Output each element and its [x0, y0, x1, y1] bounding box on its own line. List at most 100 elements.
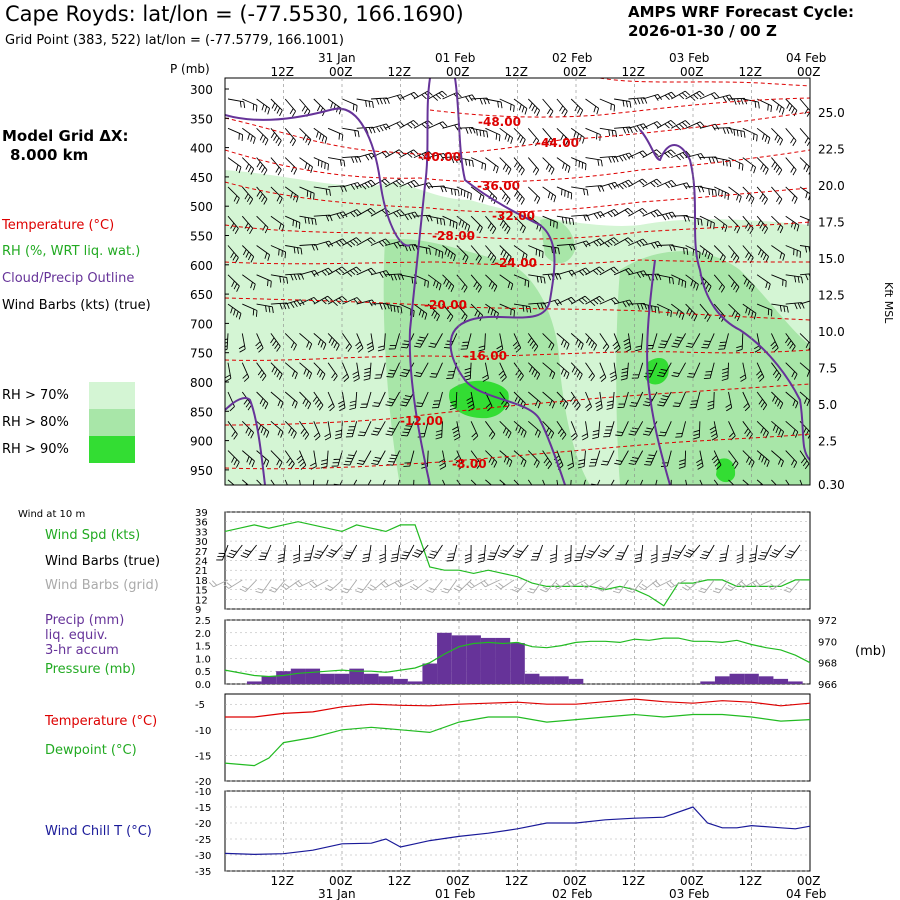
- wind-barb: [585, 127, 601, 141]
- wind-barb: [635, 333, 644, 352]
- wind-barb: [742, 421, 753, 440]
- wind-barb: [414, 333, 429, 348]
- pressure-tick-label: 750: [190, 347, 213, 361]
- wind-barb: [285, 245, 303, 255]
- wind-barb: [799, 157, 810, 175]
- wind-barb: [556, 215, 575, 225]
- wind-barb: [527, 333, 539, 352]
- wind-barb: [371, 450, 386, 466]
- wind-barb: [566, 579, 586, 588]
- wind-barb: [527, 157, 540, 176]
- isotherm-40: [225, 111, 810, 155]
- wind-barb: [487, 544, 501, 561]
- cross-section-panel: -48.00 -44.00 -40.00 -36.00 -32.00 -28.0…: [190, 77, 845, 492]
- wind-barb: [564, 544, 572, 564]
- precip-accum-label: 3-hr accum: [45, 643, 119, 658]
- wind-barb: [427, 90, 448, 101]
- wind-barb: [570, 479, 572, 485]
- y-tick-label: 2.5: [195, 616, 211, 627]
- wind-barb: [756, 127, 771, 145]
- pressure-tick-label: 950: [190, 464, 213, 478]
- wind-barb: [628, 421, 644, 436]
- wind-barb: [227, 274, 240, 292]
- wind-barb: [443, 333, 458, 349]
- wind-barb: [599, 208, 619, 218]
- wind-barb: [614, 98, 632, 108]
- wind-barb: [728, 479, 735, 485]
- wind-barb: [771, 157, 783, 176]
- wind-barb: [270, 333, 281, 352]
- wind-barb: [570, 333, 584, 350]
- wind-barb: [208, 579, 229, 588]
- wind-barb: [370, 97, 390, 105]
- wind-barb: [620, 362, 629, 381]
- wind-barb: [718, 333, 729, 350]
- pressure-tick-label: 600: [190, 259, 213, 273]
- wind-barb: [656, 211, 677, 221]
- wind-barb: [756, 245, 770, 263]
- precip-label-block: Precip (mm) liq. equiv. 3-hr accum: [45, 613, 124, 658]
- wind-barb: [785, 215, 800, 232]
- wind-barb: [513, 245, 528, 261]
- wind-barb: [327, 333, 340, 351]
- wind-barb: [530, 544, 544, 561]
- wind-barb: [613, 207, 633, 217]
- wind-barb: [613, 267, 634, 276]
- wind-barb: [299, 333, 313, 350]
- precip-bar: [554, 676, 569, 684]
- wind-barb: [453, 579, 472, 592]
- y-tick-label: 24: [195, 557, 208, 568]
- wind-barb: [671, 90, 691, 100]
- wind-barb: [581, 421, 589, 441]
- time-date-label: 04 Feb: [786, 51, 826, 65]
- wind-barb: [496, 333, 504, 353]
- kft-tick-label: 25.0: [818, 106, 845, 120]
- precip-bar: [261, 676, 277, 684]
- wind-barb: [363, 362, 372, 381]
- pressure-line: [224, 637, 811, 678]
- cloud-outline-6: [225, 397, 266, 485]
- wind-barb: [617, 391, 629, 408]
- precip-bar: [480, 637, 496, 684]
- wind-barb: [642, 209, 662, 218]
- wind-barb: [225, 333, 229, 351]
- wind-barb: [477, 544, 486, 563]
- wind-barb: [728, 274, 740, 293]
- wind-barb: [216, 544, 229, 561]
- wind-barb: [671, 303, 685, 320]
- wind-barb: [542, 186, 557, 203]
- isotherm-label-36: -36.00: [477, 179, 520, 193]
- wind-barb: [703, 362, 715, 380]
- wind-barb: [556, 186, 573, 200]
- y-tick-label: 33: [195, 527, 208, 538]
- wind-barb: [656, 274, 674, 285]
- wind-barb: [499, 274, 514, 291]
- wind-barb: [556, 127, 569, 146]
- wind-barb: [270, 274, 289, 284]
- isotherm-44: [429, 97, 810, 118]
- wind-barb: [756, 274, 771, 291]
- wind-barb: [342, 156, 362, 163]
- precip-bar: [305, 668, 321, 684]
- wind-barb: [785, 362, 798, 380]
- wind-barb: [577, 450, 586, 469]
- wind-barb: [714, 157, 732, 168]
- wind-barbs-true-label: Wind Barbs (true): [45, 554, 161, 569]
- wind-barb: [309, 450, 317, 470]
- wind-barb: [401, 421, 415, 437]
- precip-bar: [349, 668, 364, 684]
- wind-barb: [353, 479, 358, 485]
- wind-barb: [294, 579, 314, 588]
- legend-rh90-label: RH > 90%: [2, 442, 69, 457]
- legend-rh: RH (%, WRT liq. wat.): [2, 244, 141, 259]
- wind-barb: [528, 302, 548, 310]
- kft-axis: 25.0 22.5 20.0 17.5 15.0 12.5 10.0 7.5 5.0 2.5 0.3…: [818, 106, 845, 492]
- wind-barb: [427, 303, 440, 322]
- legend-rh80-label: RH > 80%: [2, 415, 69, 430]
- wind-barb: [326, 544, 343, 558]
- wind-barb: [671, 245, 689, 255]
- wind-barb: [456, 94, 477, 103]
- cross-section-time-grid: [283, 78, 752, 485]
- wind-barb: [470, 245, 482, 264]
- precip-bar: [437, 632, 452, 684]
